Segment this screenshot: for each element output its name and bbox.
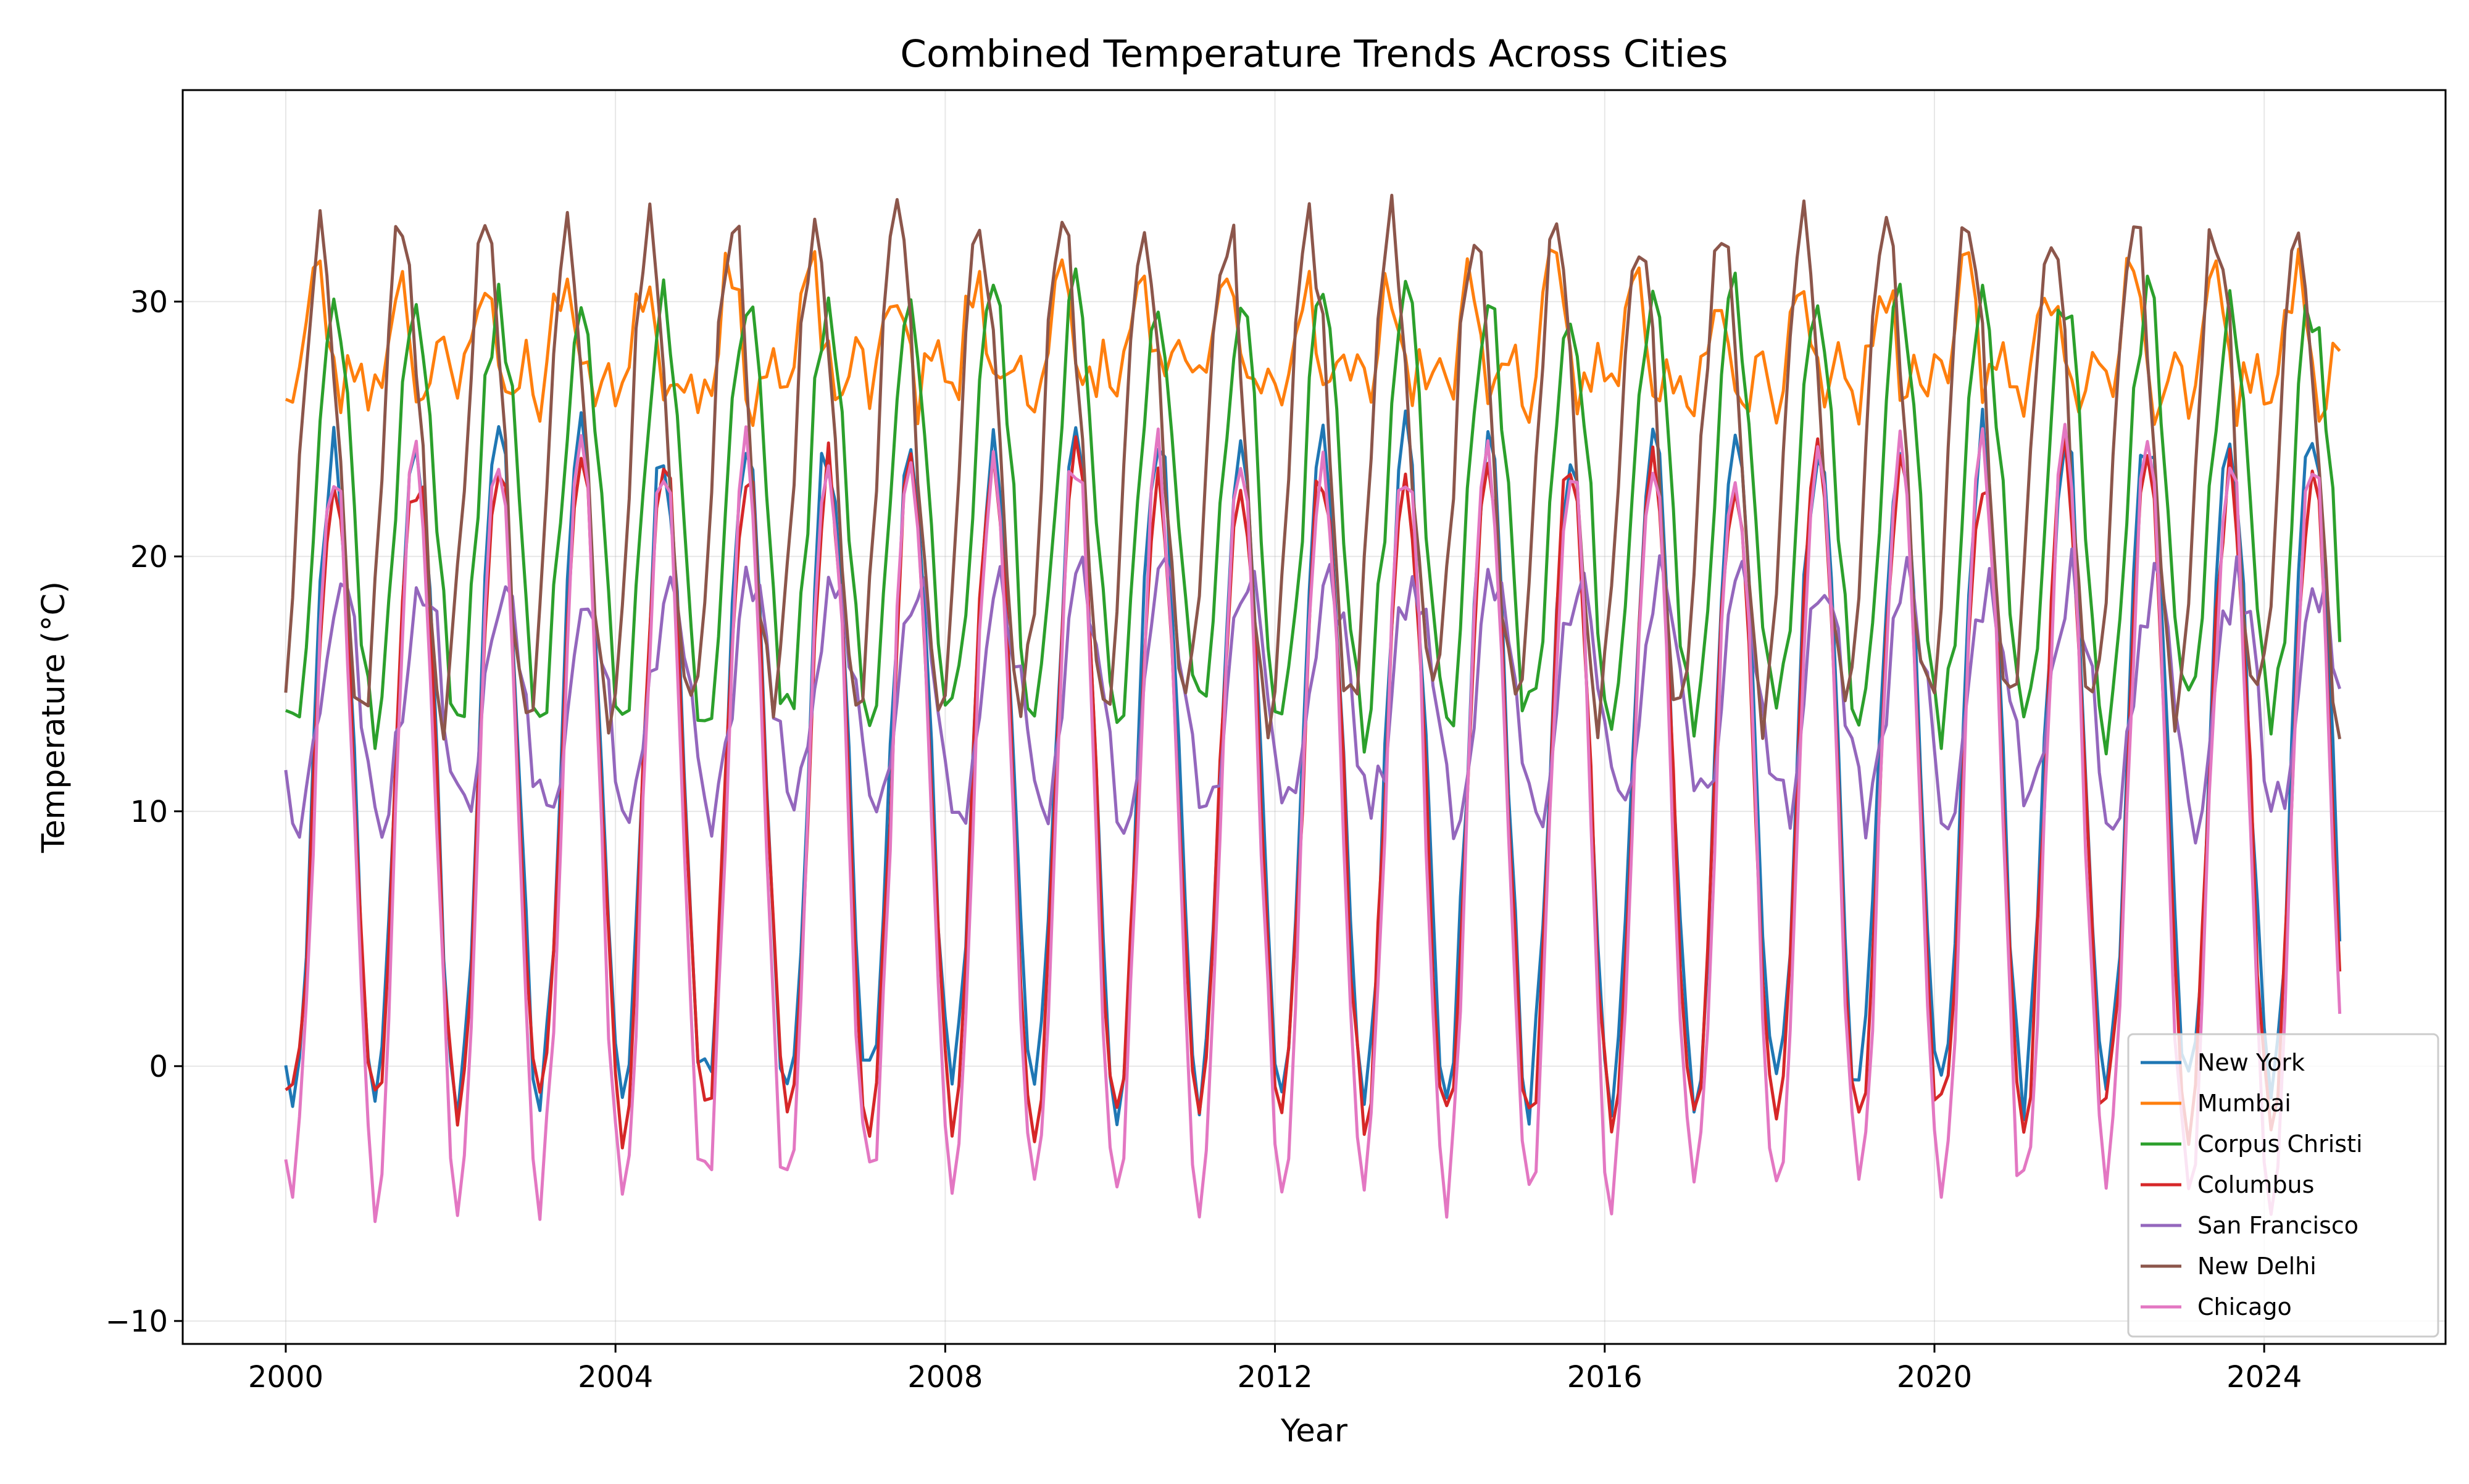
x-tick-label: 2016 [1567, 1360, 1643, 1395]
y-axis-label: Temperature (°C) [36, 581, 72, 853]
legend-label: Mumbai [2197, 1090, 2291, 1117]
series-line-mumbai [285, 247, 2341, 427]
legend-label: Columbus [2197, 1171, 2314, 1198]
legend-label: Corpus Christi [2197, 1130, 2363, 1158]
series-line-corpus-christi [285, 267, 2342, 756]
axes: 2000 2004 2008 2012 2016 2020 2024 −10 0 10 20 30 [106, 285, 2302, 1395]
chart-title: Combined Temperature Trends Across Citie… [900, 32, 1728, 76]
legend-label: San Francisco [2197, 1212, 2359, 1239]
y-tick-label: 30 [130, 285, 168, 320]
plot-frame [181, 89, 2447, 1345]
x-tick-label: 2004 [578, 1360, 653, 1395]
y-tick-label: 10 [130, 795, 168, 829]
x-tick-label: 2020 [1897, 1360, 1972, 1395]
x-axis-label: Year [1280, 1413, 1347, 1449]
legend-label: Chicago [2197, 1293, 2292, 1320]
y-tick-label: −10 [106, 1304, 168, 1339]
y-tick-label: 0 [149, 1050, 168, 1084]
legend: New York Mumbai Corpus Christi Columbus San … [2127, 1033, 2439, 1338]
y-tick-label: 20 [130, 540, 168, 574]
legend-box [2127, 1033, 2439, 1338]
series-line-new-delhi [284, 194, 2342, 741]
x-tick-label: 2024 [2226, 1360, 2302, 1395]
x-tick-label: 2008 [907, 1360, 983, 1395]
series-lines [284, 194, 2342, 1224]
legend-label: New Delhi [2197, 1253, 2317, 1280]
x-tick-label: 2012 [1237, 1360, 1312, 1395]
legend-label: New York [2197, 1049, 2305, 1076]
series-line-chicago [284, 423, 2342, 1224]
x-tick-label: 2000 [248, 1360, 323, 1395]
